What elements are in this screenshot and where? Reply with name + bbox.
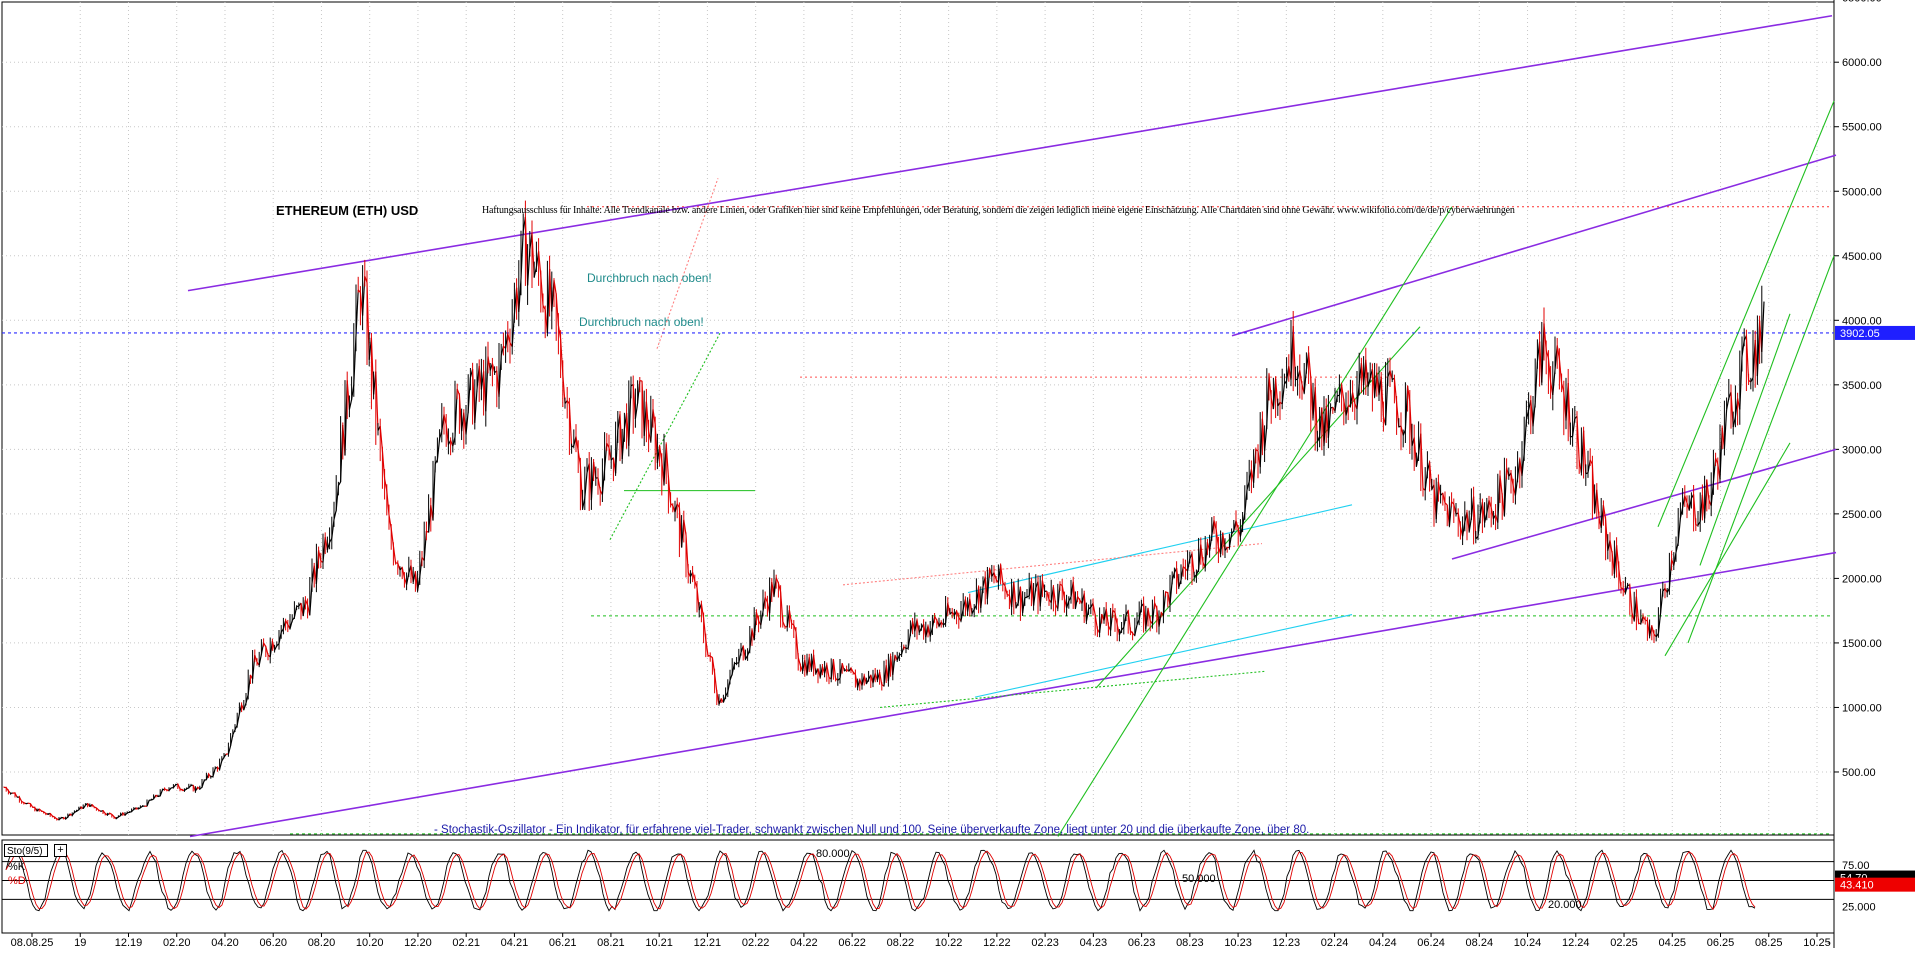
- x-tick-label: 10.21: [645, 937, 673, 948]
- breakout-annotation-1: Durchbruch nach oben!: [587, 272, 712, 284]
- x-tick-label: 12.21: [694, 937, 722, 948]
- sto-level-80: 80.000: [816, 848, 850, 860]
- x-tick-label: 10.22: [935, 937, 963, 948]
- x-tick-label: 06.24: [1417, 937, 1445, 948]
- y-tick-label: 2000.00: [1842, 573, 1882, 585]
- y-tick-label: 6500.00: [1842, 0, 1882, 5]
- y-tick-label: 4000.00: [1842, 315, 1882, 327]
- current-price-label: 3902.05: [1840, 328, 1880, 340]
- indicator-name[interactable]: Sto(9/5): [4, 844, 48, 857]
- sto-axis-75: 75.00: [1842, 860, 1870, 872]
- x-tick-label: 02.24: [1321, 937, 1349, 948]
- disclaimer-text: Haftungsausschluss für Inhalte: Alle Tre…: [482, 206, 1515, 216]
- sto-level-20: 20.000: [1548, 899, 1582, 911]
- x-tick-label: 02.20: [163, 937, 191, 948]
- y-tick-label: 3000.00: [1842, 444, 1882, 456]
- x-tick-label: 08.22: [887, 937, 915, 948]
- y-tick-label: 2500.00: [1842, 509, 1882, 521]
- x-tick-label: 04.22: [790, 937, 818, 948]
- y-tick-label: 3500.00: [1842, 380, 1882, 392]
- x-tick-label: 08.25: [1755, 937, 1783, 948]
- indicator-settings-button[interactable]: +: [54, 844, 67, 857]
- x-tick-label: 06.21: [549, 937, 577, 948]
- stochastic-note: - Stochastik-Oszillator - Ein Indikator,…: [434, 825, 1309, 837]
- chart-title: ETHEREUM (ETH) USD: [276, 204, 418, 217]
- price-bar: [41, 811, 43, 812]
- y-tick-label: 5500.00: [1842, 122, 1882, 134]
- y-tick-label: 4500.00: [1842, 251, 1882, 263]
- x-tick-label: 10.23: [1224, 937, 1252, 948]
- x-tick-label: 04.21: [501, 937, 529, 948]
- sto-axis-25: 25.000: [1842, 901, 1876, 913]
- y-tick-label: 5000.00: [1842, 186, 1882, 198]
- y-tick-label: 1000.00: [1842, 702, 1882, 714]
- x-tick-label: 08.21: [597, 937, 625, 948]
- x-tick-label: 12.22: [983, 937, 1011, 948]
- x-tick-label: 08.23: [1176, 937, 1204, 948]
- x-tick-label: 06.20: [259, 937, 287, 948]
- sto-level-50: 50.000: [1182, 873, 1216, 885]
- price-bar: [151, 799, 153, 800]
- x-tick-label: 08.20: [308, 937, 336, 948]
- x-tick-label: 12.19: [115, 937, 143, 948]
- x-tick-label: 19: [74, 937, 86, 948]
- x-tick-label: 02.22: [742, 937, 770, 948]
- y-tick-label: 6000.00: [1842, 57, 1882, 69]
- x-tick-label: 12.20: [404, 937, 432, 948]
- y-tick-label: 500.00: [1842, 767, 1876, 779]
- d-label: %D: [8, 875, 26, 887]
- x-tick-label: 04.25: [1659, 937, 1687, 948]
- x-tick-label: 06.23: [1128, 937, 1156, 948]
- x-tick-label: 02.21: [452, 937, 480, 948]
- x-tick-label: 04.23: [1080, 937, 1108, 948]
- breakout-annotation-2: Durchbruch nach oben!: [579, 316, 704, 328]
- x-tick-label: 08.24: [1466, 937, 1494, 948]
- x-tick-label: 02.23: [1031, 937, 1059, 948]
- x-tick-label: 04.20: [211, 937, 239, 948]
- x-tick-label: 04.24: [1369, 937, 1397, 948]
- x-tick-label: 12.23: [1273, 937, 1301, 948]
- d-value-label: 43.410: [1840, 880, 1874, 892]
- x-tick-label: 02.25: [1610, 937, 1638, 948]
- y-tick-label: 1500.00: [1842, 638, 1882, 650]
- x-tick-label: 08.08.25: [11, 937, 54, 948]
- x-tick-label: 10.24: [1514, 937, 1542, 948]
- k-label: %K: [8, 861, 25, 873]
- x-axis-end-marker: -: [1827, 937, 1831, 948]
- x-tick-label: 12.24: [1562, 937, 1590, 948]
- x-tick-label: 10.20: [356, 937, 384, 948]
- x-tick-label: 06.25: [1707, 937, 1735, 948]
- x-tick-label: 06.22: [838, 937, 866, 948]
